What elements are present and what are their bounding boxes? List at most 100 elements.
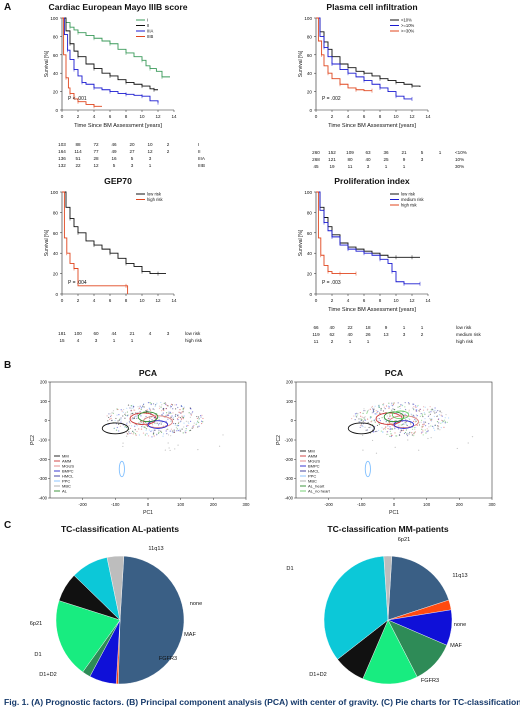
pca-2-point [359, 421, 361, 423]
pca-2-point [416, 415, 418, 417]
km-prolif-series-high risk [316, 191, 356, 275]
km-plasma-ytick-label: 40 [307, 71, 313, 76]
pca-1-point [129, 407, 131, 409]
pca-2-point [438, 414, 440, 416]
pca-1-point [130, 404, 132, 407]
pca-1-point [182, 411, 184, 413]
km-gep70-series-high risk [62, 191, 129, 294]
pca-2-point [390, 404, 393, 406]
pca-1-ytick-label: -200 [39, 457, 48, 462]
pca-1-point [198, 421, 200, 424]
pca-2-point [354, 419, 356, 421]
pca-1-point [163, 409, 165, 411]
pca-1-point [154, 422, 156, 424]
pca-2-point [353, 415, 355, 417]
pca-1-point [138, 407, 141, 409]
pca-1-legend-label: BMPC [62, 469, 74, 474]
km-stage-ytick-label: 0 [55, 108, 58, 113]
pca-1-point [128, 420, 131, 422]
pca-2-point [416, 405, 419, 408]
km-stage-risk-cell: 51 [75, 156, 81, 161]
pca-2-point [430, 409, 432, 411]
km-gep70-ytick-label: 100 [50, 190, 58, 195]
km-stage-risk-cell: 164 [58, 149, 66, 154]
pca-2-point [401, 429, 403, 432]
km-prolif-risk-cell: 3 [403, 332, 406, 337]
pca-1-point [167, 434, 170, 436]
pca-1-point [122, 411, 124, 413]
pca-1-point [197, 449, 199, 451]
pca-1-point [165, 412, 168, 414]
pca-2-point [369, 425, 371, 427]
pca-1-point [122, 415, 124, 417]
km-stage-xtick-label: 12 [155, 114, 161, 119]
pca-1-point [160, 421, 162, 423]
km-stage-series-I [62, 17, 170, 78]
pca-1-point [174, 415, 177, 417]
pca-2-point [407, 402, 410, 404]
km-stage-risk-label: IIIA [198, 156, 206, 161]
km-plasma-risk-cell: 268 [312, 157, 320, 162]
pca-1-point [119, 418, 121, 420]
pca-2-legend-label: MM [308, 449, 315, 454]
pca-1-point [134, 429, 136, 431]
pca-2-point [415, 420, 417, 422]
pca-2-point [444, 421, 446, 423]
pca-2-point [354, 413, 357, 415]
pca-2-point [400, 424, 402, 426]
pca-1-point [201, 420, 203, 422]
pca-2-point [415, 405, 417, 407]
pca-1-point [143, 406, 145, 408]
pca-1-point [116, 408, 118, 410]
pca-2-point [421, 413, 424, 415]
pca-2-point [368, 426, 370, 429]
km-plasma-risk-cell: 1 [439, 150, 442, 155]
pca-1-point [109, 415, 112, 417]
pca-2-point [379, 420, 381, 422]
km-gep70-risk-cell: 1 [131, 338, 134, 343]
pca-1-point [158, 416, 160, 419]
pca-2-point [356, 416, 358, 418]
pca-1-point [115, 417, 117, 420]
pca-1-point [150, 403, 152, 406]
pca-1-legend-label: AL [62, 489, 68, 494]
pca-1-point [133, 409, 135, 411]
pie-al-slice-label: D1+D2 [39, 672, 57, 678]
pca-2-point [369, 408, 371, 410]
pca-1-point [148, 407, 150, 409]
km-stage-risk-cell: 1 [149, 163, 152, 168]
pca-1-point [183, 406, 185, 408]
pca-1-point [186, 425, 188, 427]
km-prolif-ytick-label: 40 [307, 251, 313, 256]
pca-2-point [359, 426, 361, 428]
pca-1-ytick-label: -300 [39, 476, 48, 481]
pca-1-point [136, 430, 138, 433]
km-plasma-risk-cell: 260 [312, 150, 320, 155]
km-prolif-risk-cell: 1 [367, 339, 370, 344]
km-plasma-ytick-label: 60 [307, 53, 313, 58]
pca-2-point [361, 416, 363, 418]
km-plasma-legend-label: <10% [401, 18, 412, 23]
pca-2-point [411, 407, 414, 409]
pca-2-point [374, 405, 376, 407]
pca-1-point [175, 404, 178, 406]
pca-1-point [170, 435, 172, 437]
pca-2-point [398, 424, 400, 426]
pca-1-point [163, 402, 165, 405]
pca-1-point [200, 416, 202, 418]
pca-2-point [445, 414, 447, 416]
km-stage-xtick-label: 10 [139, 114, 145, 119]
pca-1-point [167, 428, 169, 430]
pca-1-point [180, 419, 183, 421]
pca-1-point [172, 422, 175, 425]
pca-2-point [419, 408, 421, 411]
pca-2-point [421, 431, 423, 433]
pca-1-point [122, 445, 124, 448]
pca-1-xlabel: PC1 [143, 510, 153, 516]
pca-1-point [134, 433, 137, 435]
km-prolif-risk-cell: 22 [347, 325, 353, 330]
pca-1-point [179, 416, 182, 419]
pca-1-point [201, 414, 203, 416]
pca-1-point [145, 422, 148, 424]
pca-2-point [390, 433, 392, 435]
